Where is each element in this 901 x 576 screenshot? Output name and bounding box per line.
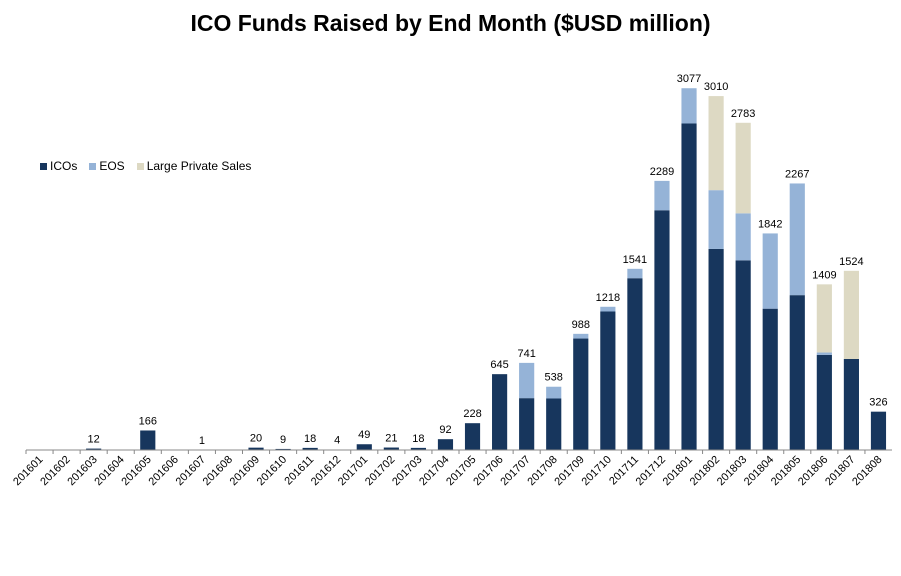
data-label-201702: 21 — [385, 433, 397, 445]
bar-201807-0 — [843, 359, 859, 450]
data-label-201701: 49 — [358, 429, 370, 441]
bar-201705-0 — [464, 423, 481, 450]
bar-201609-0 — [248, 447, 264, 450]
x-tick-label-201710: 201710 — [580, 454, 614, 488]
data-label-201711: 1541 — [623, 254, 647, 266]
bar-201703-0 — [410, 447, 426, 450]
data-label-201703: 18 — [412, 433, 424, 445]
bar-201704-0 — [437, 439, 454, 450]
data-label-201607: 1 — [199, 435, 205, 447]
legend-item-0: ICOs — [40, 159, 77, 173]
chart-title: ICO Funds Raised by End Month ($USD mill… — [190, 10, 711, 36]
bar-201711-1 — [627, 268, 643, 279]
bar-201802-2 — [708, 96, 724, 191]
data-label-201603: 12 — [88, 434, 100, 446]
bar-201802-0 — [708, 248, 724, 450]
data-label-201705: 228 — [463, 408, 481, 420]
bar-201808-0 — [870, 411, 887, 450]
data-label-201801: 3077 — [677, 73, 701, 85]
bar-201709-0 — [573, 338, 589, 450]
bar-201605-0 — [140, 430, 156, 450]
bar-201710-1 — [600, 306, 616, 312]
bar-201803-2 — [735, 122, 751, 214]
bar-201806-2 — [816, 284, 832, 353]
bar-201706-0 — [492, 374, 508, 450]
legend-label-0: ICOs — [50, 159, 78, 173]
bar-201702-0 — [383, 447, 399, 450]
bar-201610-0 — [275, 448, 291, 450]
bar-201603-0 — [86, 448, 102, 450]
legend-swatch-0 — [40, 162, 47, 170]
bar-201712-0 — [654, 210, 670, 450]
bar-201712-1 — [654, 180, 670, 211]
data-label-201804: 1842 — [758, 218, 782, 230]
legend-swatch-2 — [136, 162, 144, 170]
data-label-201806: 1409 — [812, 269, 836, 281]
data-label-201605: 166 — [139, 415, 157, 427]
x-tick-label-201808: 201808 — [850, 454, 884, 488]
bar-201707-1 — [519, 362, 535, 399]
bar-201802-1 — [708, 190, 724, 249]
bar-201710-0 — [600, 311, 616, 450]
bar-201801-0 — [681, 123, 697, 451]
bar-201803-1 — [735, 213, 751, 261]
bar-201701-0 — [356, 444, 372, 450]
legend-label-1: EOS — [99, 159, 125, 173]
data-label-201805: 2267 — [785, 168, 809, 180]
legend: ICOs EOS Large Private Sales — [40, 159, 251, 173]
legend-item-2: Large Private Sales — [136, 159, 252, 173]
bar-201804-1 — [762, 233, 778, 309]
x-tick-label-201610: 201610 — [255, 454, 289, 488]
data-label-201706: 645 — [490, 359, 508, 371]
bar-201611-0 — [302, 447, 318, 450]
data-label-201609: 20 — [250, 433, 262, 445]
legend-item-1: EOS — [89, 159, 125, 173]
bar-201711-0 — [627, 278, 643, 450]
data-label-201610: 9 — [280, 434, 286, 446]
bar-201708-1 — [546, 386, 562, 399]
bar-201708-0 — [546, 398, 562, 450]
bar-201804-0 — [762, 308, 778, 450]
bar-201806-1 — [816, 352, 832, 355]
data-label-201611: 18 — [304, 433, 316, 445]
legend-label-2: Large Private Sales — [146, 159, 252, 173]
data-label-201710: 1218 — [596, 292, 620, 304]
legend-swatch-1 — [89, 162, 97, 170]
data-label-201712: 2289 — [650, 166, 674, 178]
data-label-201803: 2783 — [731, 108, 755, 120]
bar-201805-1 — [789, 183, 805, 296]
data-label-201704: 92 — [439, 424, 451, 436]
bar-201803-0 — [735, 260, 751, 450]
data-label-201612: 4 — [334, 435, 340, 447]
data-label-201707: 741 — [517, 348, 535, 360]
bar-201806-0 — [816, 354, 832, 450]
bar-201807-2 — [843, 270, 859, 359]
data-label-201808: 326 — [869, 397, 887, 409]
bar-201707-0 — [519, 398, 535, 450]
bar-201801-1 — [681, 88, 697, 124]
data-label-201708: 538 — [545, 372, 563, 384]
bar-201709-1 — [573, 333, 589, 339]
data-label-201709: 988 — [572, 319, 590, 331]
data-label-201807: 1524 — [839, 256, 863, 268]
bar-201805-0 — [789, 295, 805, 450]
data-label-201802: 3010 — [704, 81, 728, 93]
